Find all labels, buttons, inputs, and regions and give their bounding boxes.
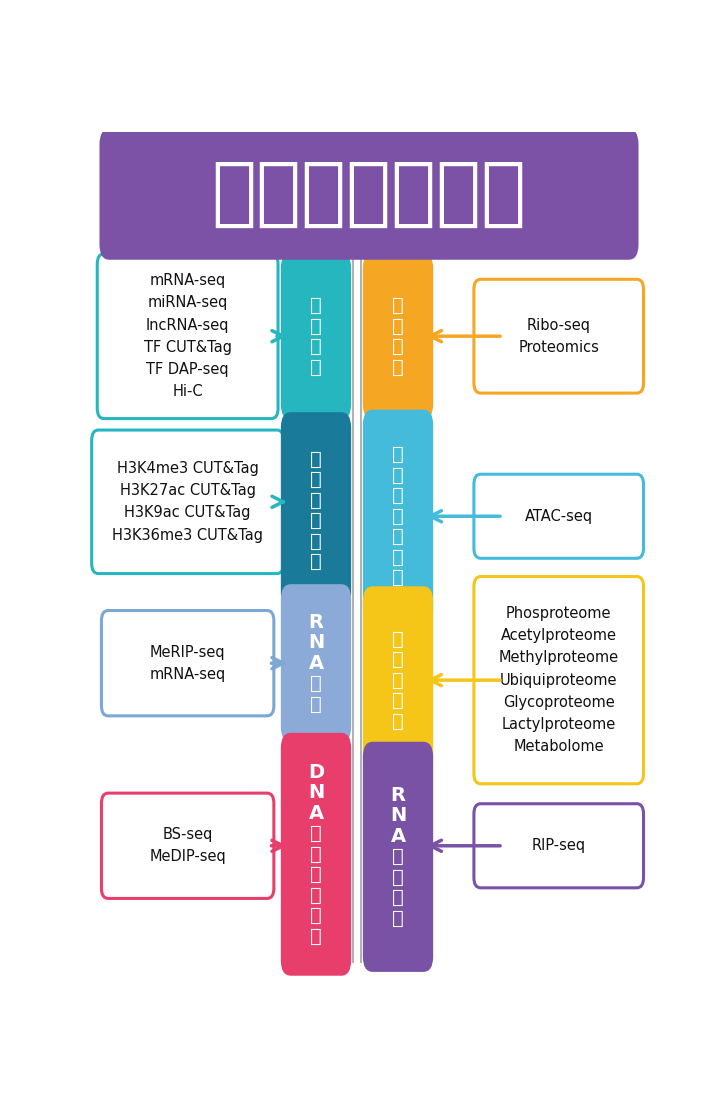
Text: 蛋
白
修
饰
酶: 蛋 白 修 饰 酶 [392,630,404,730]
Text: 转
录
因
子: 转 录 因 子 [310,296,322,376]
FancyBboxPatch shape [474,474,644,558]
FancyBboxPatch shape [363,587,433,774]
FancyBboxPatch shape [474,577,644,784]
FancyBboxPatch shape [281,413,351,609]
FancyBboxPatch shape [102,793,274,899]
FancyBboxPatch shape [99,129,639,260]
FancyBboxPatch shape [363,741,433,972]
Text: R
N
A
修
饰: R N A 修 饰 [308,612,324,714]
Text: MeRIP-seq
mRNA-seq: MeRIP-seq mRNA-seq [150,644,226,682]
FancyBboxPatch shape [363,409,433,623]
Text: 多层次表达调控: 多层次表达调控 [212,158,526,231]
FancyBboxPatch shape [474,804,644,888]
Text: H3K4me3 CUT&Tag
H3K27ac CUT&Tag
H3K9ac CUT&Tag
H3K36me3 CUT&Tag: H3K4me3 CUT&Tag H3K27ac CUT&Tag H3K9ac C… [112,461,263,543]
FancyBboxPatch shape [281,732,351,976]
Text: BS-seq
MeDIP-seq: BS-seq MeDIP-seq [149,827,226,865]
FancyBboxPatch shape [281,585,351,742]
Text: Ribo-seq
Proteomics: Ribo-seq Proteomics [518,318,599,355]
Text: mRNA-seq
miRNA-seq
lncRNA-seq
TF CUT&Tag
TF DAP-seq
Hi-C: mRNA-seq miRNA-seq lncRNA-seq TF CUT&Tag… [144,274,232,399]
FancyBboxPatch shape [363,253,433,419]
Text: 组
蛋
白
修
饰
酶: 组 蛋 白 修 饰 酶 [310,450,322,571]
FancyBboxPatch shape [474,279,644,393]
FancyBboxPatch shape [97,254,278,418]
Text: 翻
译
因
子: 翻 译 因 子 [392,296,404,376]
Text: D
N
A
甲
基
化
修
饰
酶: D N A 甲 基 化 修 饰 酶 [308,763,324,945]
Text: 染
色
质
重
塑
因
子: 染 色 质 重 塑 因 子 [392,446,404,587]
FancyBboxPatch shape [91,430,284,574]
Text: Phosproteome
Acetylproteome
Methylproteome
Ubiquiproteome
Glycoproteome
Lactylpr: Phosproteome Acetylproteome Methylproteo… [499,606,618,754]
Text: ATAC-seq: ATAC-seq [525,508,593,524]
Text: R
N
A
结
合
蛋
白: R N A 结 合 蛋 白 [390,785,406,928]
FancyBboxPatch shape [102,611,274,716]
FancyBboxPatch shape [281,253,351,419]
Text: RIP-seq: RIP-seq [531,838,586,854]
